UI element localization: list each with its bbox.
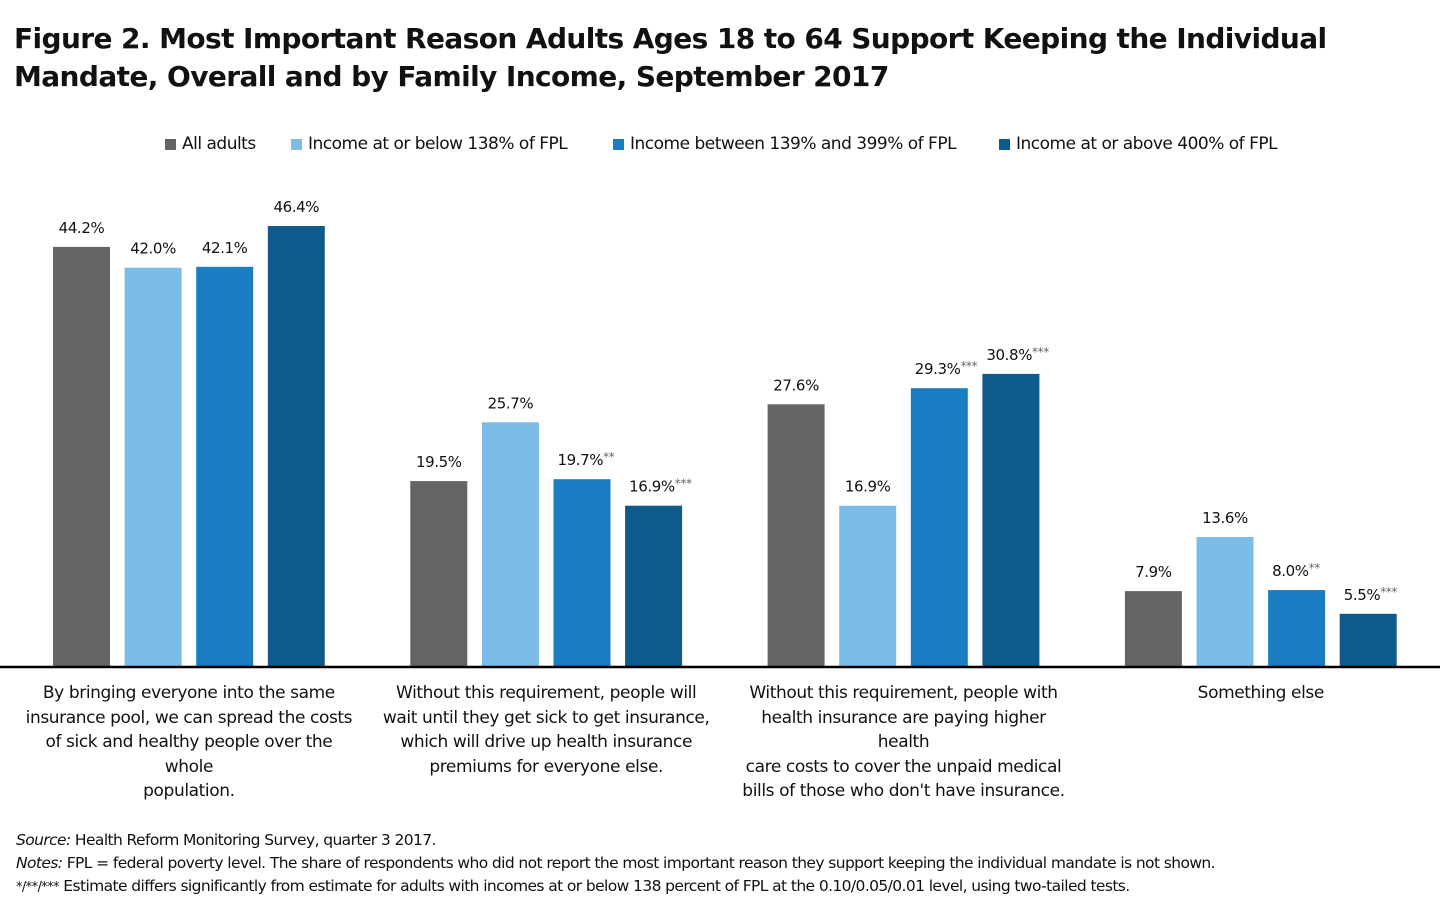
significance-note: */**/*** Estimate differs significantly …	[16, 875, 1441, 899]
source-label: Source:	[16, 831, 71, 849]
data-label-income-at-or-below-138-of-fpl-cat3: 16.9%	[845, 478, 891, 496]
data-label-income-at-or-above-400-of-fpl-cat4: 5.5%***	[1344, 585, 1398, 604]
legend-item-below-138: Income at or below 138% of FPL	[291, 134, 568, 154]
data-label-all-adults-cat1: 44.2%	[59, 219, 105, 237]
bar-income-at-or-below-138-of-fpl-cat2	[481, 422, 539, 666]
legend-item-all-adults: All adults	[165, 134, 256, 154]
data-label-all-adults-cat4: 7.9%	[1135, 563, 1172, 581]
category-label-line: population.	[143, 781, 235, 801]
category-label-line: which will drive up health insurance	[400, 732, 693, 752]
bar-all-adults-cat1	[53, 246, 110, 666]
legend-item-above-400: Income at or above 400% of FPL	[999, 134, 1278, 154]
bar-income-at-or-below-138-of-fpl-cat4	[1196, 537, 1254, 666]
legend-swatch-all-adults	[165, 138, 176, 150]
category-label-line: of sick and healthy people over the whol…	[45, 732, 333, 777]
bar-income-between-139-and-399-of-fpl-cat4	[1268, 590, 1326, 666]
legend-item-between-139-399: Income between 139% and 399% of FPL	[613, 134, 957, 154]
source-note: Source: Health Reform Monitoring Survey,…	[16, 829, 1441, 852]
category-label-line: premiums for everyone else.	[429, 756, 664, 777]
bar-all-adults-cat4	[1124, 591, 1182, 666]
footer: Source: Health Reform Monitoring Survey,…	[16, 829, 1441, 899]
source-text: Health Reform Monitoring Survey, quarter…	[70, 831, 437, 849]
bar-income-at-or-above-400-of-fpl-cat2	[625, 505, 683, 666]
legend-label-below-138: Income at or below 138% of FPL	[308, 134, 568, 154]
legend-swatch-above-400	[999, 138, 1010, 150]
legend-label-between-139-399: Income between 139% and 399% of FPL	[630, 134, 957, 154]
data-label-income-at-or-above-400-of-fpl-cat1: 46.4%	[273, 198, 319, 216]
significance-marker: ***	[675, 477, 692, 491]
legend-swatch-between-139-399	[613, 138, 624, 150]
category-label-line: insurance pool, we can spread the costs	[25, 707, 353, 728]
chart-title: Figure 2. Most Important Reason Adults A…	[14, 20, 1434, 96]
category-label-2: Without this requirement, people will wai…	[376, 681, 716, 779]
significance-marker: **	[603, 450, 615, 464]
significance-text: Estimate differs significantly from esti…	[58, 877, 1130, 895]
bar-income-between-139-and-399-of-fpl-cat1	[196, 266, 254, 666]
bar-all-adults-cat2	[410, 481, 468, 666]
data-label-income-at-or-below-138-of-fpl-cat1: 42.0%	[130, 240, 176, 258]
significance-marker: ***	[960, 359, 977, 373]
bar-income-at-or-below-138-of-fpl-cat1	[124, 267, 182, 666]
data-label-income-at-or-above-400-of-fpl-cat2: 16.9%***	[629, 477, 692, 496]
data-label-income-at-or-above-400-of-fpl-cat3: 30.8%***	[986, 345, 1049, 364]
bar-income-between-139-and-399-of-fpl-cat2	[553, 479, 611, 666]
notes: Notes: FPL = federal poverty level. The …	[16, 852, 1441, 875]
chart-title-line-1: Figure 2. Most Important Reason Adults A…	[14, 22, 1327, 55]
category-label-line: Without this requirement, people will	[396, 683, 697, 703]
data-label-income-between-139-and-399-of-fpl-cat1: 42.1%	[202, 239, 248, 257]
legend-label-all-adults: All adults	[182, 134, 256, 154]
data-label-all-adults-cat3: 27.6%	[773, 376, 819, 394]
bar-income-between-139-and-399-of-fpl-cat3	[910, 388, 968, 666]
bar-all-adults-cat3	[767, 404, 825, 666]
chart-title-line-2: Mandate, Overall and by Family Income, S…	[14, 60, 889, 93]
data-label-income-between-139-and-399-of-fpl-cat4: 8.0%**	[1272, 561, 1320, 580]
legend-label-above-400: Income at or above 400% of FPL	[1016, 134, 1278, 154]
significance-marker: ***	[1032, 345, 1049, 359]
category-label-line: wait until they get sick to get insuranc…	[382, 707, 710, 728]
category-label-1: By bringing everyone into the same insura…	[19, 681, 359, 804]
data-label-income-between-139-and-399-of-fpl-cat3: 29.3%***	[915, 359, 978, 378]
category-label-line: Without this requirement, people with	[749, 683, 1058, 703]
data-label-income-at-or-below-138-of-fpl-cat2: 25.7%	[488, 394, 534, 412]
data-label-income-at-or-below-138-of-fpl-cat4: 13.6%	[1202, 509, 1248, 527]
category-label-line: bills of those who don't have insurance.	[742, 781, 1065, 801]
bar-income-at-or-above-400-of-fpl-cat3	[982, 373, 1040, 666]
legend: All adults Income at or below 138% of FP…	[0, 134, 1445, 158]
category-label-line: By bringing everyone into the same	[42, 683, 335, 703]
notes-text: FPL = federal poverty level. The share o…	[62, 854, 1216, 872]
significance-prefix: */**/***	[16, 880, 60, 895]
bar-income-at-or-above-400-of-fpl-cat1	[267, 226, 325, 666]
category-label-line: Something else	[1197, 683, 1325, 703]
category-label-line: care costs to cover the unpaid medical	[745, 756, 1062, 777]
notes-label: Notes:	[16, 854, 63, 872]
significance-marker: **	[1309, 561, 1321, 575]
category-label-line: health insurance are paying higher healt…	[761, 707, 1046, 753]
significance-marker: ***	[1380, 585, 1397, 599]
category-label-3: Without this requirement, people with hea…	[734, 681, 1074, 804]
category-label-4: Something else	[1091, 681, 1431, 706]
data-label-all-adults-cat2: 19.5%	[416, 453, 462, 471]
legend-swatch-below-138	[291, 138, 302, 150]
data-label-income-between-139-and-399-of-fpl-cat2: 19.7%**	[558, 450, 615, 469]
bar-income-at-or-above-400-of-fpl-cat4	[1339, 613, 1397, 666]
bar-income-at-or-below-138-of-fpl-cat3	[839, 505, 897, 666]
